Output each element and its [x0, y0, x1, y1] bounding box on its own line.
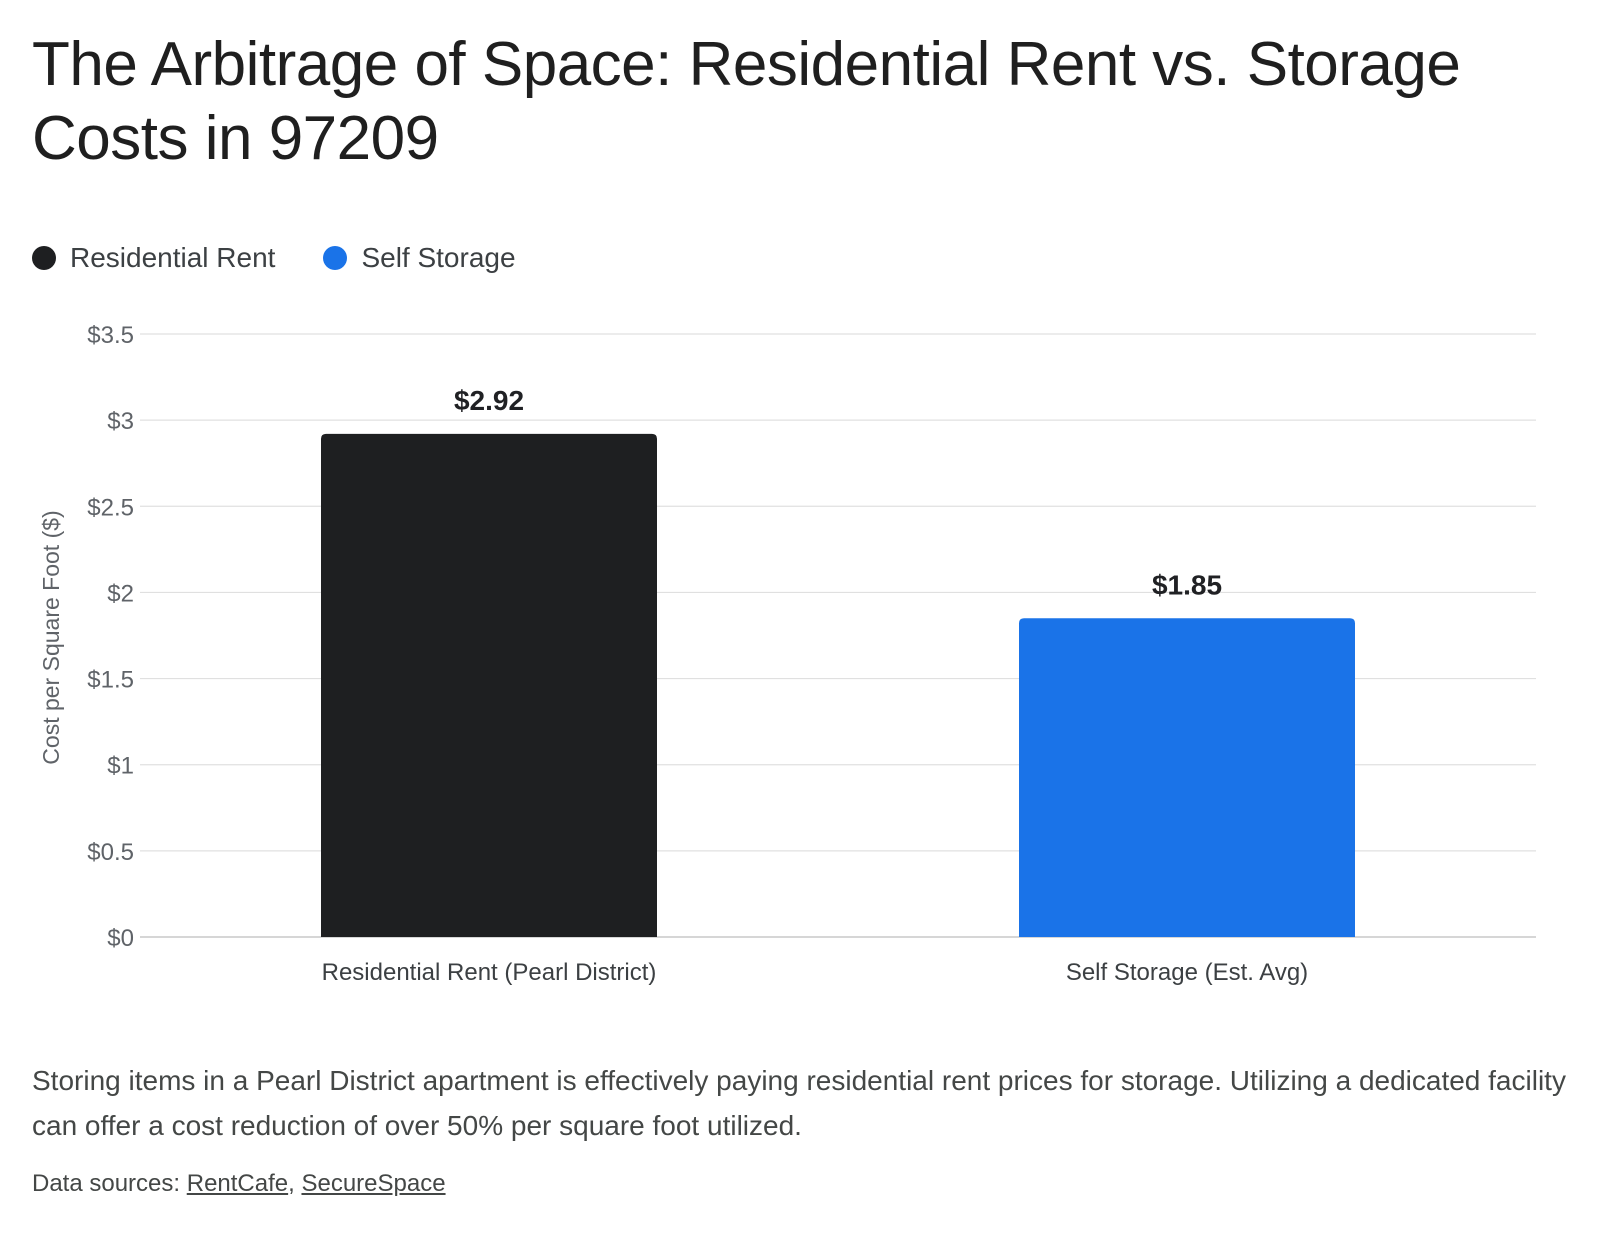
chart-caption: Storing items in a Pearl District apartm…	[32, 1065, 1566, 1141]
y-tick-label: $3	[107, 408, 134, 435]
legend-swatch-residential-rent	[32, 246, 56, 270]
bar-residential-rent	[321, 433, 657, 937]
x-tick-label: Residential Rent (Pearl District)	[322, 959, 657, 986]
legend-item-self-storage[interactable]: Self Storage	[323, 242, 516, 274]
legend-label-residential-rent: Residential Rent	[70, 242, 276, 273]
legend: Residential Rent Self Storage	[32, 242, 564, 274]
chart-title: The Arbitrage of Space: Residential Rent…	[32, 30, 1461, 173]
legend-label-self-storage: Self Storage	[361, 242, 516, 273]
y-tick-label: $2.5	[87, 494, 134, 521]
data-label: $2.92	[454, 385, 524, 416]
sources-prefix: Data sources:	[32, 1170, 187, 1197]
y-tick-label: $3.5	[87, 322, 134, 349]
y-tick-label: $1	[107, 753, 134, 780]
y-tick-label: $2	[107, 580, 134, 607]
data-sources: Data sources: RentCafe, SecureSpace	[32, 1170, 446, 1198]
data-label: $1.85	[1152, 569, 1222, 600]
bar-self-storage	[1019, 618, 1355, 937]
source-link-rentcafe[interactable]: RentCafe	[186, 1170, 289, 1197]
y-axis-label: Cost per Square Foot ($)	[38, 510, 64, 764]
legend-swatch-self-storage	[323, 246, 348, 270]
y-tick-label: $0.5	[87, 839, 134, 866]
y-tick-label: $0	[107, 925, 134, 952]
x-tick-label: Self Storage (Est. Avg)	[1066, 959, 1308, 986]
y-tick-label: $1.5	[87, 667, 134, 694]
legend-item-residential-rent[interactable]: Residential Rent	[32, 242, 275, 274]
source-link-securespace[interactable]: SecureSpace	[301, 1170, 446, 1197]
sources-separator: ,	[288, 1170, 302, 1197]
bar-chart: $0 $0.5 $1 $1.5 $2 $2.5 $3 $3.5 Cost per Square …	[38, 322, 1536, 986]
